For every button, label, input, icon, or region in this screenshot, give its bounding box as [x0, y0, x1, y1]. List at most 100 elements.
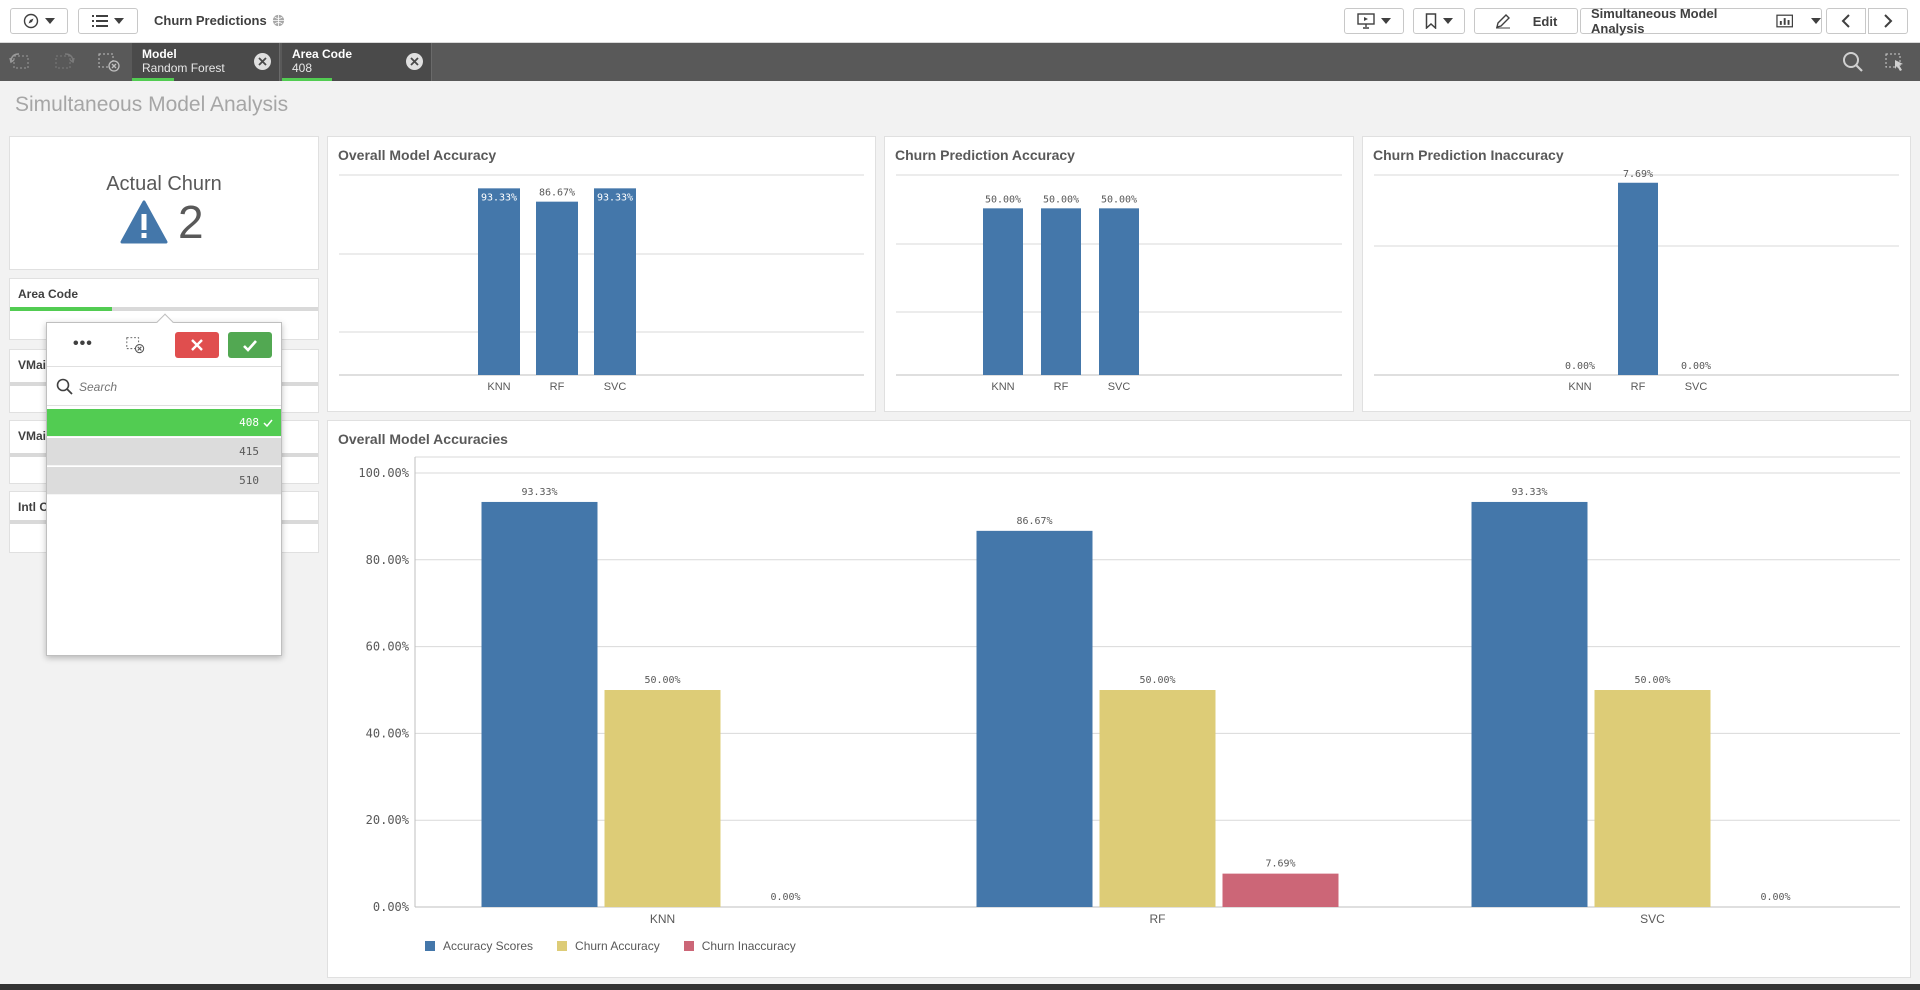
- data-label: 93.33%: [521, 487, 557, 498]
- list-item-value: 408: [239, 416, 259, 429]
- data-label: 7.69%: [1265, 859, 1295, 870]
- selections-back-icon[interactable]: [8, 51, 34, 73]
- list-item[interactable]: 510: [47, 467, 281, 495]
- legend-label: Accuracy Scores: [443, 939, 534, 953]
- chart-svg: 93.33% KNN 86.67% RF 93.33% SVC: [339, 174, 864, 393]
- previous-sheet-button[interactable]: [1826, 8, 1866, 34]
- selection-chip-value: Random Forest: [142, 61, 225, 75]
- bar-svc: [1099, 208, 1139, 375]
- globe-icon: [272, 14, 284, 27]
- data-label: 7.69%: [1623, 169, 1653, 180]
- list-item[interactable]: 415: [47, 438, 281, 466]
- data-label: 93.33%: [597, 192, 633, 203]
- close-icon[interactable]: [254, 53, 271, 70]
- app-title: Churn Predictions: [154, 13, 285, 28]
- data-label: 86.67%: [1016, 516, 1052, 527]
- sheet-name-label: Simultaneous Model Analysis: [1591, 6, 1718, 36]
- more-options-icon[interactable]: •••: [73, 335, 93, 352]
- checkmark-icon: [263, 419, 273, 427]
- search-input[interactable]: [79, 377, 269, 397]
- selection-tool-icon[interactable]: [1882, 51, 1908, 73]
- chevron-down-icon: [1811, 18, 1821, 24]
- filter-title: Area Code: [18, 287, 79, 301]
- presentation-icon: [1357, 13, 1375, 29]
- list-icon: [92, 15, 108, 27]
- selection-chip-field: Model: [142, 47, 177, 61]
- chart-legend: Accuracy Scores Churn Accuracy Churn Ina…: [425, 939, 796, 953]
- list-item-value: 510: [239, 474, 259, 487]
- x-tick-label: KNN: [1568, 381, 1591, 393]
- data-label: 50.00%: [1101, 194, 1137, 205]
- chart-svg: 0.00% KNN 7.69% RF 0.00% SVC: [1374, 169, 1899, 393]
- chart-churn-prediction-inaccuracy[interactable]: Churn Prediction Inaccuracy 0.00% KNN 7.69…: [1362, 136, 1911, 412]
- clear-selection-icon[interactable]: [125, 335, 145, 355]
- bar-knn: [478, 188, 520, 375]
- kpi-value: 2: [178, 196, 204, 248]
- selection-chip-model[interactable]: Model Random Forest: [132, 43, 280, 81]
- search-icon[interactable]: [1840, 51, 1866, 73]
- navigation-menu-button[interactable]: [10, 8, 68, 34]
- edit-label: Edit: [1532, 13, 1558, 29]
- bar-knn: [983, 208, 1023, 375]
- selection-chip-area-code[interactable]: Area Code 408: [282, 43, 432, 81]
- y-tick-label: 0.00%: [373, 900, 410, 914]
- global-menu-button[interactable]: [78, 8, 138, 34]
- cancel-selection-button[interactable]: [175, 332, 219, 358]
- chart-overall-model-accuracies[interactable]: Overall Model Accuracies 0.00% 20.00% 40.0…: [327, 420, 1911, 978]
- data-label: 50.00%: [1139, 675, 1175, 686]
- chevron-right-icon: [1884, 14, 1893, 28]
- chart-churn-prediction-accuracy[interactable]: Churn Prediction Accuracy 50.00% KNN 50.00…: [884, 136, 1354, 412]
- legend-item-churn-inaccuracy[interactable]: Churn Inaccuracy: [683, 939, 796, 953]
- close-icon: [191, 339, 203, 351]
- data-label: 93.33%: [1511, 487, 1547, 498]
- filter-title: VMail: [18, 429, 50, 443]
- y-tick-label: 60.00%: [366, 640, 410, 654]
- x-tick-label: RF: [1054, 381, 1069, 393]
- bar-knn-accuracy-scores: [481, 501, 598, 907]
- legend-item-churn-accuracy[interactable]: Churn Accuracy: [557, 939, 660, 953]
- y-tick-label: 80.00%: [366, 553, 410, 567]
- area-code-listbox-popover: ••• 408 415 510: [46, 313, 282, 656]
- confirm-selection-button[interactable]: [228, 332, 272, 358]
- bar-rf: [1618, 182, 1658, 375]
- data-label: 0.00%: [770, 892, 800, 903]
- legend-swatch: [425, 941, 435, 951]
- bookmarks-button[interactable]: [1413, 8, 1465, 34]
- x-tick-label: KNN: [650, 912, 675, 926]
- bar-knn-churn-accuracy: [604, 690, 721, 907]
- selections-forward-icon[interactable]: [50, 51, 76, 73]
- bar-rf-churn-accuracy: [1099, 690, 1216, 907]
- chart-overall-model-accuracy[interactable]: Overall Model Accuracy 93.33% KNN 86.67% RF…: [327, 136, 876, 412]
- sheet-title: Simultaneous Model Analysis: [15, 93, 289, 116]
- pencil-icon: [1495, 14, 1510, 29]
- selection-state-bar: [132, 78, 174, 81]
- chart-title: Churn Prediction Accuracy: [895, 147, 1075, 163]
- chevron-down-icon: [1443, 18, 1453, 24]
- bar-svc-churn-accuracy: [1594, 690, 1711, 907]
- sheet-selector[interactable]: Simultaneous Model Analysis: [1580, 6, 1822, 36]
- data-label: 0.00%: [1681, 361, 1711, 372]
- close-icon[interactable]: [406, 53, 423, 70]
- bookmark-icon: [1425, 13, 1437, 29]
- chevron-down-icon: [1381, 18, 1391, 24]
- bar-rf-accuracy-scores: [976, 530, 1093, 907]
- data-label: 93.33%: [481, 192, 517, 203]
- legend-item-accuracy-scores[interactable]: Accuracy Scores: [425, 939, 533, 953]
- present-button[interactable]: [1344, 8, 1404, 34]
- chevron-down-icon: [114, 18, 124, 24]
- kpi-actual-churn[interactable]: Actual Churn 2: [9, 136, 319, 270]
- edit-button[interactable]: Edit: [1474, 8, 1578, 34]
- checkmark-icon: [243, 339, 257, 352]
- data-label: 50.00%: [1634, 675, 1670, 686]
- x-tick-label: SVC: [1108, 381, 1131, 393]
- next-sheet-button[interactable]: [1868, 8, 1908, 34]
- chevron-down-icon: [45, 18, 55, 24]
- x-tick-label: RF: [1150, 912, 1166, 926]
- legend-swatch: [557, 941, 568, 951]
- data-label: 50.00%: [1043, 194, 1079, 205]
- clear-all-selections-icon[interactable]: [96, 51, 122, 73]
- list-item[interactable]: 408: [47, 409, 281, 437]
- chart-title: Churn Prediction Inaccuracy: [1373, 147, 1564, 163]
- chart-svg: 50.00% KNN 50.00% RF 50.00% SVC: [896, 174, 1342, 393]
- kpi-label: Actual Churn: [106, 173, 222, 195]
